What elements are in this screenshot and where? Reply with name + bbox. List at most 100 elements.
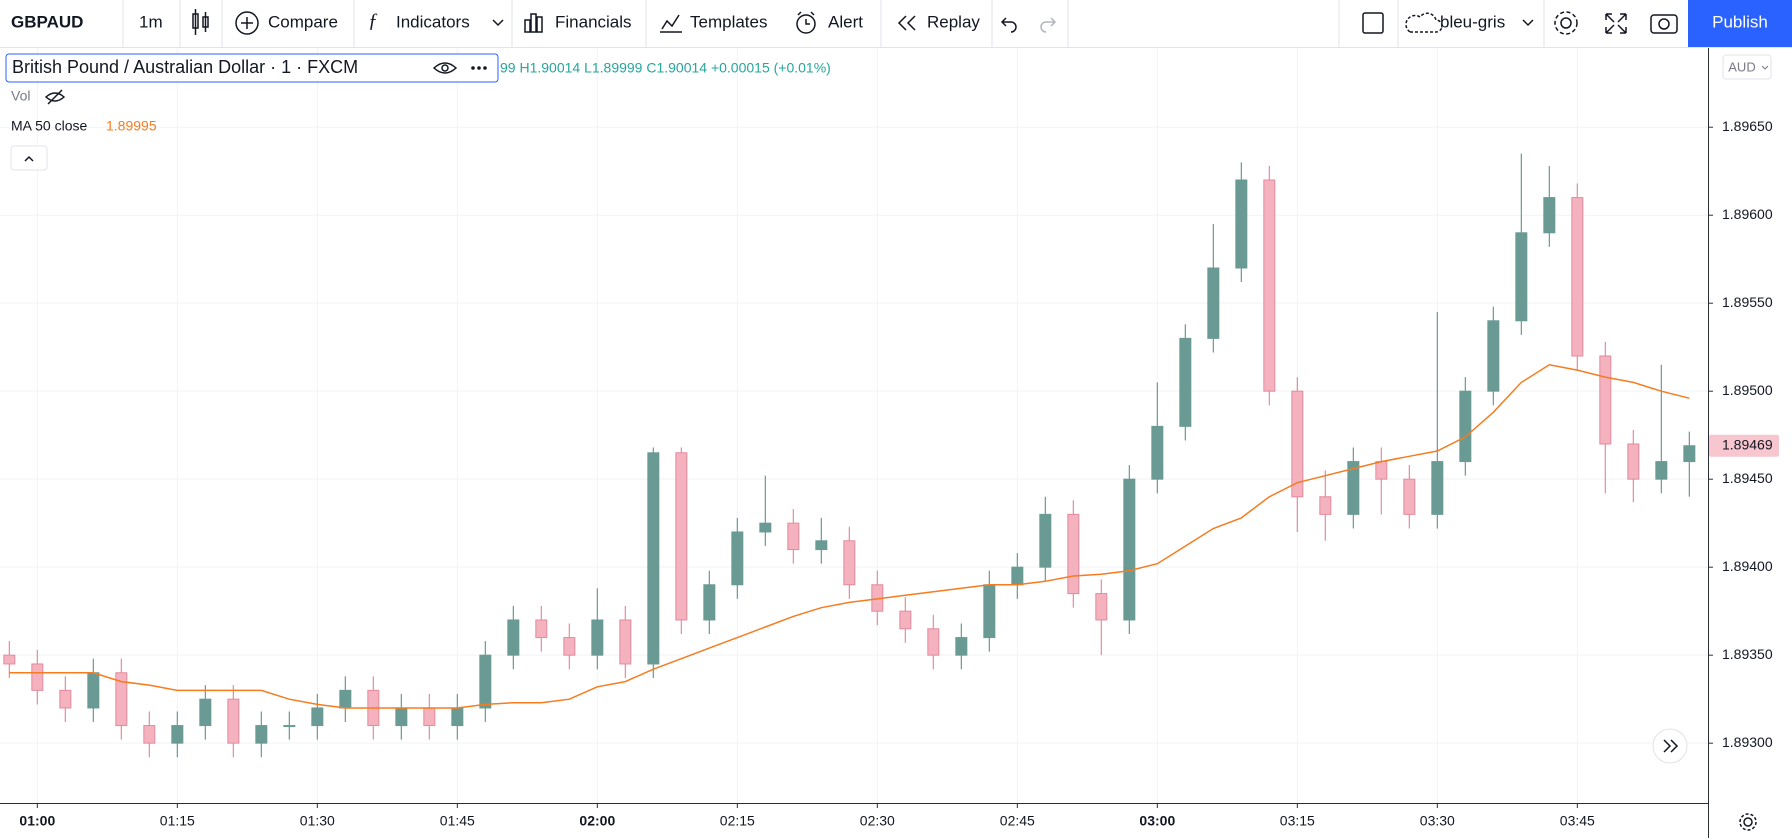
cloud-icon[interactable] xyxy=(1405,12,1443,33)
candle-body xyxy=(1431,461,1444,515)
compare-icon[interactable] xyxy=(235,11,259,35)
candle-body xyxy=(115,672,128,727)
hidden-icon[interactable] xyxy=(44,89,66,105)
candle-body xyxy=(451,707,464,727)
candle-body xyxy=(591,619,604,656)
candle-body xyxy=(703,584,716,621)
candle-body xyxy=(1655,461,1668,480)
settings-icon[interactable] xyxy=(1554,11,1578,35)
candle-body xyxy=(759,522,772,533)
templates-icon[interactable] xyxy=(660,14,682,33)
volume-label: Vol xyxy=(11,88,30,104)
y-tick-label: 1.89500 xyxy=(1722,382,1773,398)
dropdown-icon[interactable] xyxy=(492,19,504,27)
x-tick-label: 03:00 xyxy=(1139,813,1175,829)
y-tick-label: 1.89600 xyxy=(1722,206,1773,222)
last-price-tag xyxy=(1709,434,1779,457)
snapshot-icon[interactable] xyxy=(1650,14,1678,34)
candle-body xyxy=(507,619,520,656)
candle-body xyxy=(1403,478,1416,515)
visibility-icon[interactable] xyxy=(432,62,458,74)
button-label[interactable]: Alert xyxy=(828,12,863,31)
financials-icon[interactable] xyxy=(524,13,543,33)
ohlc-values: 99 H1.90014 L1.89999 C1.90014 +0.00015 (… xyxy=(500,60,831,76)
undo-icon[interactable] xyxy=(1000,17,1017,33)
x-tick-label: 01:30 xyxy=(300,813,335,829)
candle-body xyxy=(1543,197,1556,234)
candle-body xyxy=(1627,443,1640,480)
candle-icon[interactable] xyxy=(192,9,209,35)
candle-body xyxy=(3,654,16,665)
candle-body xyxy=(171,725,184,744)
legend-box[interactable] xyxy=(5,53,499,83)
more-icon[interactable] xyxy=(471,66,487,70)
x-tick-label: 03:15 xyxy=(1280,813,1315,829)
candle-body xyxy=(535,619,548,639)
button-label[interactable]: Templates xyxy=(690,12,767,31)
last-price-label: 1.89469 xyxy=(1722,436,1773,452)
publish-button[interactable] xyxy=(1688,0,1792,47)
plot xyxy=(3,153,1696,758)
layout-name[interactable]: bleu-gris xyxy=(1440,12,1505,31)
candle-body xyxy=(619,619,632,665)
x-tick-label: 02:30 xyxy=(860,813,895,829)
candle-body xyxy=(1599,355,1612,445)
candle-body xyxy=(1571,197,1584,357)
candle-body xyxy=(311,707,324,727)
candle-body xyxy=(787,522,800,551)
fullscreen-icon[interactable] xyxy=(1605,13,1627,34)
candle-body xyxy=(59,689,72,709)
y-tick-label: 1.89300 xyxy=(1722,734,1773,750)
legend: British Pound / Australian Dollar · 1 · … xyxy=(5,53,831,171)
collapse-icon[interactable] xyxy=(24,155,34,162)
layout-icon[interactable] xyxy=(1362,12,1384,34)
candle-body xyxy=(1207,267,1220,339)
candle-body xyxy=(395,707,408,727)
candle-body xyxy=(339,689,352,709)
y-tick-label: 1.89650 xyxy=(1722,118,1773,134)
candle-body xyxy=(143,725,156,744)
toolbar: GBPAUD 1m Compare ƒ Indicators Financial… xyxy=(0,0,1792,48)
y-tick-label: 1.89350 xyxy=(1722,646,1773,662)
button-label[interactable]: Compare xyxy=(268,12,338,31)
candle-body xyxy=(955,637,968,656)
candle-body xyxy=(927,628,940,656)
candle-body xyxy=(423,707,436,727)
currency-button[interactable] xyxy=(1722,54,1772,80)
candle-body xyxy=(1487,320,1500,392)
axis-settings-icon[interactable] xyxy=(1739,813,1757,831)
y-tick-label: 1.89550 xyxy=(1722,294,1773,310)
candle-body xyxy=(647,452,660,665)
y-tick-label: 1.89450 xyxy=(1722,470,1773,486)
redo-icon xyxy=(1040,17,1057,33)
ma-label: MA 50 close xyxy=(11,118,87,134)
candle-body xyxy=(1515,232,1528,322)
candle-body xyxy=(31,663,44,691)
candle-body xyxy=(1095,593,1108,621)
interval[interactable]: 1m xyxy=(139,12,163,31)
candle-body xyxy=(199,698,212,727)
replay-icon[interactable] xyxy=(897,15,916,31)
currency[interactable]: AUD xyxy=(1728,59,1755,74)
button-label[interactable]: Financials xyxy=(555,12,632,31)
candle-body xyxy=(1151,425,1164,480)
candle-body xyxy=(731,531,744,586)
x-tick-label: 01:00 xyxy=(19,813,55,829)
alert-icon[interactable] xyxy=(796,11,816,34)
candle-body xyxy=(255,725,268,744)
button-label[interactable]: Indicators xyxy=(396,12,470,31)
button-label[interactable]: Replay xyxy=(927,12,980,31)
scroll-icon[interactable] xyxy=(1663,739,1679,753)
symbol[interactable]: GBPAUD xyxy=(11,12,83,31)
candle-body xyxy=(479,654,492,709)
candle-body xyxy=(1291,390,1304,498)
candle-body xyxy=(1039,513,1052,568)
fx-icon[interactable]: ƒ xyxy=(368,10,378,32)
publish-label[interactable]: Publish xyxy=(1712,12,1768,31)
dropdown-icon[interactable] xyxy=(1522,19,1534,27)
x-tick-label: 03:30 xyxy=(1420,813,1455,829)
grid xyxy=(0,48,1708,803)
candle-body xyxy=(1319,496,1332,515)
ma-value: 1.89995 xyxy=(106,118,157,134)
